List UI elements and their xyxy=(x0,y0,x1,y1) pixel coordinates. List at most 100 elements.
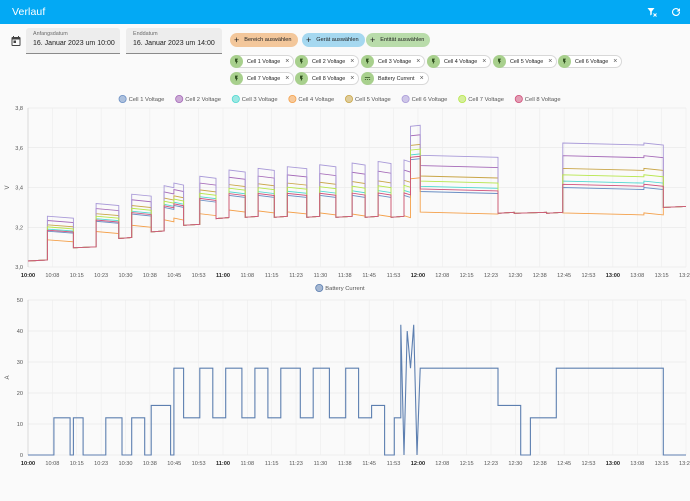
chip-cell-2-voltage[interactable]: Cell 2 Voltage × xyxy=(295,55,360,68)
close-icon[interactable]: × xyxy=(416,58,421,65)
voltage-chart: Cell 1 Voltage Cell 2 Voltage Cell 3 Volta… xyxy=(0,88,690,284)
x-tick-label: 10:45 xyxy=(167,461,181,467)
close-icon[interactable]: × xyxy=(548,58,553,65)
chip-cell-4-voltage[interactable]: Cell 4 Voltage × xyxy=(427,55,492,68)
select-device-button[interactable]: + Gerät auswählen xyxy=(302,33,365,47)
x-tick-label: 12:30 xyxy=(508,461,522,467)
x-tick-label: 13:00 xyxy=(606,461,620,467)
x-tick-label: 12:38 xyxy=(533,273,547,279)
legend-label-cell-8-voltage: Cell 8 Voltage xyxy=(525,97,561,103)
chip-cell-1-voltage[interactable]: Cell 1 Voltage × xyxy=(230,55,295,68)
x-tick-label: 10:15 xyxy=(70,273,84,279)
x-tick-label: 13:00 xyxy=(606,273,620,279)
x-tick-label: 13:15 xyxy=(655,461,669,467)
x-tick-label: 13:23 xyxy=(679,273,690,279)
calendar-icon[interactable] xyxy=(10,34,24,48)
close-icon[interactable]: × xyxy=(613,58,618,65)
x-tick-label: 11:53 xyxy=(387,273,401,279)
x-tick-label: 12:15 xyxy=(460,273,474,279)
legend-label-cell-5-voltage: Cell 5 Voltage xyxy=(355,97,391,103)
y-tick-label: 50 xyxy=(17,298,23,304)
x-tick-label: 11:08 xyxy=(241,461,255,467)
legend-swatch-cell-7-voltage xyxy=(458,95,467,103)
y-tick-label: 0 xyxy=(20,453,23,459)
series-line-cell-5-voltage xyxy=(27,143,687,262)
series-line-battery-current xyxy=(28,324,686,456)
y-tick-label: 3,0 xyxy=(15,265,23,271)
legend-label-cell-4-voltage: Cell 4 Voltage xyxy=(298,97,334,103)
x-tick-label: 11:38 xyxy=(338,273,352,279)
plus-icon: + xyxy=(306,34,312,45)
x-tick-label: 11:15 xyxy=(265,273,279,279)
x-tick-label: 11:08 xyxy=(241,273,255,279)
close-icon[interactable]: × xyxy=(419,75,424,82)
flash-icon xyxy=(230,72,243,85)
legend-label-cell-1-voltage: Cell 1 Voltage xyxy=(129,97,165,103)
x-tick-label: 10:23 xyxy=(94,461,108,467)
x-tick-label: 10:08 xyxy=(45,461,59,467)
x-tick-label: 12:00 xyxy=(411,461,425,467)
legend-label-cell-7-voltage: Cell 7 Voltage xyxy=(468,97,504,103)
close-icon[interactable]: × xyxy=(285,58,290,65)
x-tick-label: 12:15 xyxy=(460,461,474,467)
series-line-cell-8-voltage xyxy=(27,155,687,262)
close-icon[interactable]: × xyxy=(285,75,290,82)
x-tick-label: 10:53 xyxy=(192,461,206,467)
chip-label: Cell 4 Voltage xyxy=(444,58,478,65)
y-axis-label: A xyxy=(5,375,11,379)
x-tick-label: 12:38 xyxy=(533,461,547,467)
flash-icon xyxy=(295,72,308,85)
y-tick-label: 30 xyxy=(17,360,23,366)
y-tick-label: 3,6 xyxy=(15,146,23,152)
flash-icon xyxy=(295,55,308,68)
end-date-field[interactable]: Enddatum 16. Januar 2023 um 14:00 xyxy=(126,28,222,54)
x-tick-label: 12:00 xyxy=(411,273,425,279)
series-line-cell-2-voltage xyxy=(27,134,687,262)
select-area-button[interactable]: + Bereich auswählen xyxy=(230,33,298,47)
chip-cell-5-voltage[interactable]: Cell 5 Voltage × xyxy=(493,55,558,68)
x-tick-label: 13:15 xyxy=(655,273,669,279)
end-date-label: Enddatum xyxy=(133,31,158,37)
current-chart: Battery Current 0 10 20 30 40 50 10:00 10:08 10:1… xyxy=(0,284,690,496)
legend-swatch-cell-5-voltage xyxy=(344,95,353,103)
flash-icon xyxy=(361,55,374,68)
chip-battery-current[interactable]: Battery Current × xyxy=(361,72,429,85)
x-tick-label: 11:45 xyxy=(362,461,376,467)
x-tick-label: 12:45 xyxy=(557,273,571,279)
x-tick-label: 11:30 xyxy=(314,273,328,279)
plus-icon: + xyxy=(370,34,376,45)
flash-icon xyxy=(493,55,506,68)
x-tick-label: 12:53 xyxy=(582,273,596,279)
select-entity-button[interactable]: + Entität auswählen xyxy=(366,33,431,47)
legend-swatch-cell-8-voltage xyxy=(514,95,523,103)
filter-remove-icon[interactable] xyxy=(644,4,660,20)
chip-cell-8-voltage[interactable]: Cell 8 Voltage × xyxy=(295,72,360,85)
x-tick-label: 11:00 xyxy=(216,461,230,467)
app-header: Verlauf xyxy=(0,0,690,24)
chip-cell-7-voltage[interactable]: Cell 7 Voltage × xyxy=(230,72,295,85)
chip-label: Cell 8 Voltage xyxy=(312,75,346,82)
start-date-field[interactable]: Anfangsdatum 16. Januar 2023 um 10:00 xyxy=(26,28,120,54)
x-tick-label: 10:53 xyxy=(192,273,206,279)
close-icon[interactable]: × xyxy=(350,58,355,65)
chip-cell-6-voltage[interactable]: Cell 6 Voltage × xyxy=(558,55,623,68)
x-tick-label: 11:00 xyxy=(216,273,230,279)
series-line-cell-3-voltage xyxy=(27,153,687,262)
x-tick-label: 11:53 xyxy=(387,461,401,467)
legend-label-cell-2-voltage: Cell 2 Voltage xyxy=(185,97,221,103)
series-line-cell-7-voltage xyxy=(27,148,687,262)
x-tick-label: 10:15 xyxy=(70,461,84,467)
refresh-icon[interactable] xyxy=(668,4,684,20)
chip-label: Cell 7 Voltage xyxy=(247,75,281,82)
close-icon[interactable]: × xyxy=(350,75,355,82)
x-tick-label: 12:30 xyxy=(508,273,522,279)
chip-cell-3-voltage[interactable]: Cell 3 Voltage × xyxy=(361,55,426,68)
chip-label: Cell 3 Voltage xyxy=(378,58,412,65)
select-device-label: Gerät auswählen xyxy=(316,37,359,43)
series-line-cell-6-voltage xyxy=(27,124,687,262)
x-tick-label: 10:38 xyxy=(143,461,157,467)
start-date-label: Anfangsdatum xyxy=(33,31,68,37)
close-icon[interactable]: × xyxy=(482,58,487,65)
y-tick-label: 3,2 xyxy=(15,225,23,231)
y-tick-label: 3,8 xyxy=(15,106,23,112)
